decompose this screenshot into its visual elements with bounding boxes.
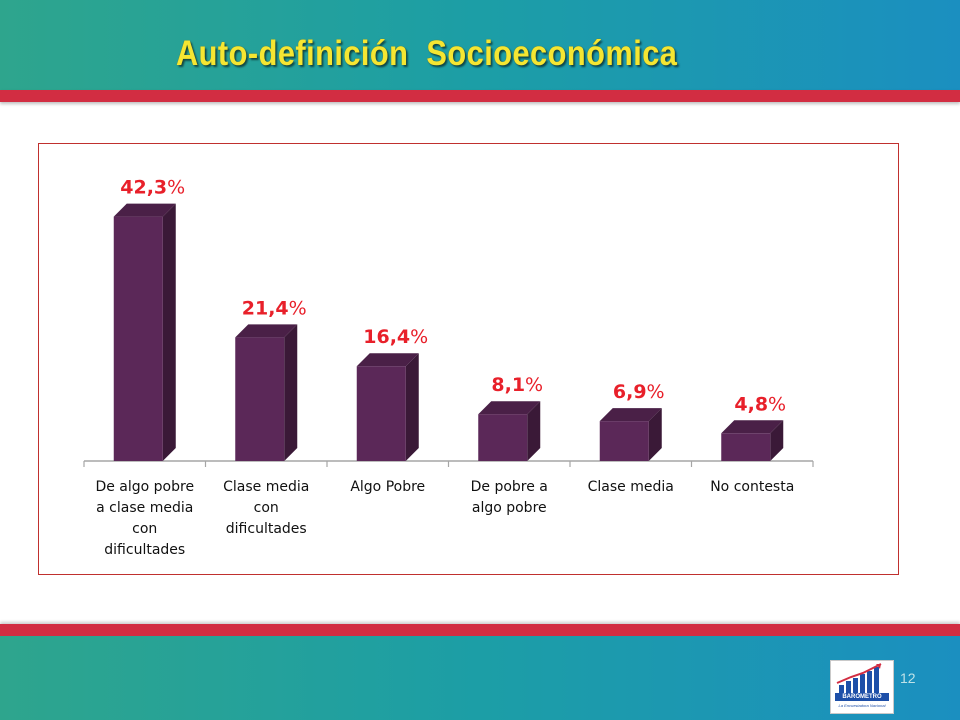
page-number: 12 [900,670,916,686]
bar-side-face [162,203,176,461]
slide-title: Auto-definición Socioeconómica [176,34,678,73]
bar [478,414,528,461]
value-label: 4,8% [734,393,786,415]
value-label: 16,4% [363,326,428,348]
bar [235,337,285,461]
value-label: 42,3% [120,177,185,199]
bar-side-face [770,420,784,461]
bar-top-face [478,401,541,415]
category-label: De pobre a algo pobre [471,479,548,516]
category-label: No contesta [710,479,794,495]
logo-subtext: La Encuestadora Nacional [838,703,886,708]
value-label: 8,1% [491,374,543,396]
bar-side-face [405,353,419,461]
category-label: De algo pobre a clase media con dificultade… [95,479,194,558]
value-label: 6,9% [613,381,665,403]
bar-top-face [235,324,298,338]
footer-band [0,636,960,720]
bar [356,366,406,461]
category-label: Clase media con dificultades [223,479,309,537]
bar-side-face [284,324,298,461]
bar [113,216,163,461]
logo-wordmark: BAROMETRO [835,693,889,701]
bar-side-face [527,401,541,461]
chart-frame: 42,3% De algo pobre a clase media con dificu… [38,143,899,575]
header-accent-line [0,90,960,102]
bar-chart: 42,3% De algo pobre a clase media con dificu… [83,177,814,558]
category-label: Algo Pobre [350,479,425,495]
bar [721,433,771,461]
bar-top-face [356,353,419,367]
bar-top-face [113,203,176,217]
footer-accent-line [0,624,960,636]
bar [599,421,649,461]
logo-chart-icon [836,663,882,693]
header-band [0,0,960,90]
bar-side-face [648,408,662,461]
value-label: 21,4% [242,297,307,319]
bar-top-face [599,408,662,422]
category-label: Clase media [588,479,674,495]
bar-top-face [721,420,784,434]
barometro-logo: BAROMETRO La Encuestadora Nacional [830,660,894,714]
